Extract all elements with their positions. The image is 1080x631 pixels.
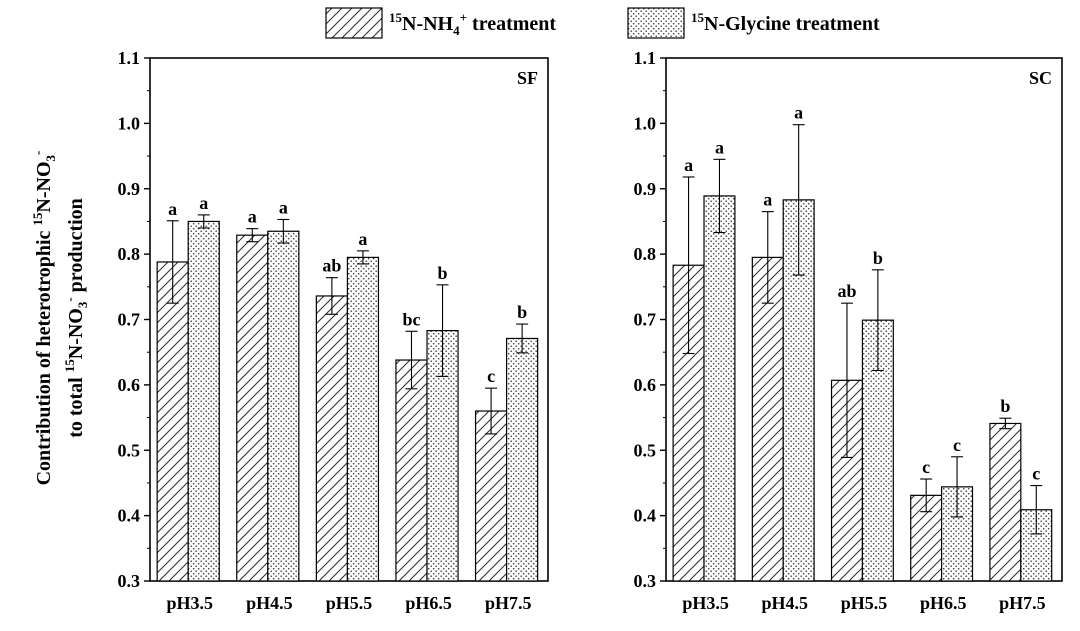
x-tick-label-sf-2: pH5.5	[326, 593, 373, 613]
y-tick-label-sc-4: 0.7	[634, 310, 657, 330]
panel-sc: 0.3 0.4 0.5 0.6 0.7 0.8 0.9 1.0 1.1 SC pH3.5 a a pH4.…	[634, 48, 1063, 613]
x-tick-label-sf-0: pH3.5	[167, 593, 214, 613]
sig-letter-sf-hatch-2: ab	[322, 256, 341, 276]
panel-label-sc: SC	[1029, 68, 1052, 88]
error-bar-sc-dots-3	[951, 456, 964, 518]
x-tick-label-sc-0: pH3.5	[682, 593, 729, 613]
bar-sf-dots-0	[187, 220, 220, 582]
error-bar-sf-dots-3	[436, 284, 449, 377]
error-bar-sf-hatch-4	[485, 387, 498, 435]
legend-swatch-dots	[627, 7, 685, 39]
y-tick-label-sf-0: 0.3	[118, 571, 141, 591]
sig-letter-sc-dots-2: b	[873, 248, 883, 268]
error-bar-sf-hatch-2	[325, 277, 338, 315]
bar-sc-dots-0	[703, 195, 736, 582]
error-bar-sf-hatch-0	[166, 220, 179, 304]
x-tick-label-sf-4: pH7.5	[485, 593, 532, 613]
y-tick-label-sc-3: 0.6	[634, 375, 657, 395]
panel-sf: 0.3 0.4 0.5 0.6 0.7 0.8 0.9 1.0 1.1 SF pH3.5 a a pH4.…	[118, 48, 549, 613]
sig-letter-sc-hatch-3: c	[922, 457, 930, 477]
error-bar-sc-dots-2	[871, 269, 884, 372]
sig-letter-sf-dots-4: b	[517, 302, 527, 322]
error-bar-sc-dots-0	[713, 158, 726, 234]
sig-letter-sf-hatch-0: a	[168, 199, 177, 219]
y-tick-label-sf-3: 0.6	[118, 375, 141, 395]
legend-label-nh4: 15N-NH4+ treatment	[389, 10, 556, 38]
error-bar-sc-hatch-3	[920, 478, 933, 513]
sig-letter-sc-hatch-4: b	[1000, 396, 1010, 416]
sig-letter-sc-dots-0: a	[715, 137, 724, 157]
y-tick-label-sf-5: 0.8	[118, 244, 141, 264]
bar-sf-hatch-1	[236, 234, 269, 582]
sig-letter-sf-dots-1: a	[279, 197, 288, 217]
legend-label-glycine: 15N-Glycine treatment	[691, 10, 880, 35]
sig-letter-sf-dots-2: a	[358, 229, 367, 249]
y-tick-label-sc-6: 0.9	[634, 179, 657, 199]
error-bar-sc-hatch-1	[761, 211, 774, 304]
sig-letter-sf-dots-0: a	[199, 193, 208, 213]
panel-label-sf: SF	[517, 68, 538, 88]
bar-sc-hatch-4	[989, 422, 1022, 582]
y-tick-label-sf-7: 1.0	[118, 113, 141, 133]
bar-sf-dots-4	[506, 337, 539, 582]
x-tick-label-sf-1: pH4.5	[246, 593, 293, 613]
y-tick-label-sc-5: 0.8	[634, 244, 657, 264]
error-bar-sf-hatch-3	[405, 330, 418, 390]
sig-letter-sc-hatch-0: a	[684, 155, 693, 175]
y-tick-label-sf-2: 0.5	[118, 440, 141, 460]
error-bar-sc-hatch-4	[999, 417, 1012, 430]
sig-letter-sc-dots-4: c	[1032, 464, 1040, 484]
bar-sf-dots-2	[346, 256, 380, 582]
sig-letter-sc-dots-3: c	[953, 435, 961, 455]
error-bar-sf-dots-2	[356, 250, 369, 265]
x-tick-label-sc-3: pH6.5	[920, 593, 967, 613]
error-bar-sc-hatch-0	[682, 176, 695, 355]
sig-letter-sf-hatch-4: c	[487, 366, 495, 386]
bar-sf-hatch-0	[156, 261, 189, 582]
legend: 15N-NH4+ treatment 15N-Glycine treatment	[325, 7, 880, 39]
ylabel-line1: Contribution of heterotrophic 15N-NO3-	[30, 151, 58, 486]
y-tick-label-sc-7: 1.0	[634, 113, 657, 133]
ylabel-line2: to total 15N-NO3- production	[62, 198, 90, 438]
x-tick-label-sc-1: pH4.5	[762, 593, 809, 613]
error-bar-sc-dots-1	[792, 124, 805, 276]
x-tick-label-sc-2: pH5.5	[841, 593, 888, 613]
y-tick-label-sf-4: 0.7	[118, 310, 141, 330]
bar-sf-hatch-4	[474, 410, 508, 582]
sig-letter-sc-hatch-2: ab	[837, 281, 856, 301]
error-bar-sf-dots-4	[516, 323, 529, 354]
x-tick-label-sc-4: pH7.5	[999, 593, 1046, 613]
y-tick-label-sc-8: 1.1	[634, 48, 657, 68]
sig-letter-sc-dots-1: a	[794, 103, 803, 123]
bar-sc-dots-1	[782, 199, 815, 582]
x-tick-label-sf-3: pH6.5	[405, 593, 452, 613]
error-bar-sc-hatch-2	[840, 302, 853, 458]
y-tick-label-sc-1: 0.4	[634, 506, 657, 526]
y-tick-label-sf-8: 1.1	[118, 48, 141, 68]
sig-letter-sc-hatch-1: a	[763, 190, 772, 210]
y-tick-label-sc-0: 0.3	[634, 571, 657, 591]
y-tick-label-sc-2: 0.5	[634, 440, 657, 460]
error-bar-sc-dots-4	[1030, 485, 1043, 535]
legend-swatch-hatch	[325, 7, 383, 39]
bar-sf-dots-1	[267, 230, 300, 582]
bar-sc-hatch-1	[751, 256, 784, 582]
error-bar-sf-dots-1	[277, 218, 290, 244]
y-tick-label-sf-6: 0.9	[118, 179, 141, 199]
y-tick-label-sf-1: 0.4	[118, 506, 141, 526]
sig-letter-sf-hatch-1: a	[248, 207, 257, 227]
bar-sf-hatch-3	[395, 359, 428, 582]
bar-sf-hatch-2	[315, 295, 349, 582]
error-bar-sf-dots-0	[197, 214, 210, 229]
sig-letter-sf-dots-3: b	[438, 263, 448, 283]
error-bar-sf-hatch-1	[246, 228, 259, 243]
sig-letter-sf-hatch-3: bc	[402, 309, 420, 329]
y-axis-label: Contribution of heterotrophic 15N-NO3- t…	[30, 151, 90, 486]
